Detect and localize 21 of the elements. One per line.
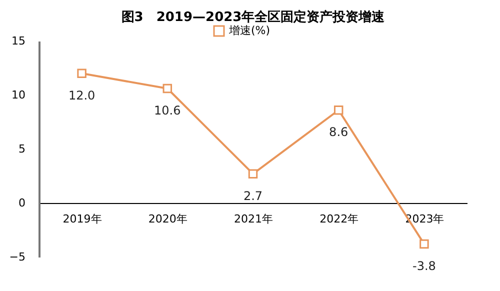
y-tick-label: 5 <box>18 142 26 156</box>
chart-title: 图3 2019—2023年全区固定资产投资增速 <box>121 9 386 25</box>
legend-label: 增速(%) <box>228 24 270 37</box>
x-tick-label: 2020年 <box>148 212 188 226</box>
y-tick-label: 10 <box>12 88 26 102</box>
point <box>420 239 429 249</box>
y-tick-label: 15 <box>12 34 26 48</box>
x-tick-label: 2022年 <box>320 212 359 226</box>
point <box>162 84 172 94</box>
y-tick-label: 0 <box>18 196 26 210</box>
data-label: 8.6 <box>329 125 348 140</box>
x-tick-label: 2021年 <box>234 212 273 226</box>
point <box>334 105 344 115</box>
data-label: 10.6 <box>154 104 181 118</box>
x-tick-label: 2019年 <box>62 212 102 226</box>
data-label: -3.8 <box>412 259 436 274</box>
data-label: 2.7 <box>243 188 263 203</box>
point <box>248 169 258 178</box>
point <box>77 68 86 78</box>
y-tick-label: −5 <box>9 250 26 264</box>
data-label: 12.0 <box>68 88 96 102</box>
